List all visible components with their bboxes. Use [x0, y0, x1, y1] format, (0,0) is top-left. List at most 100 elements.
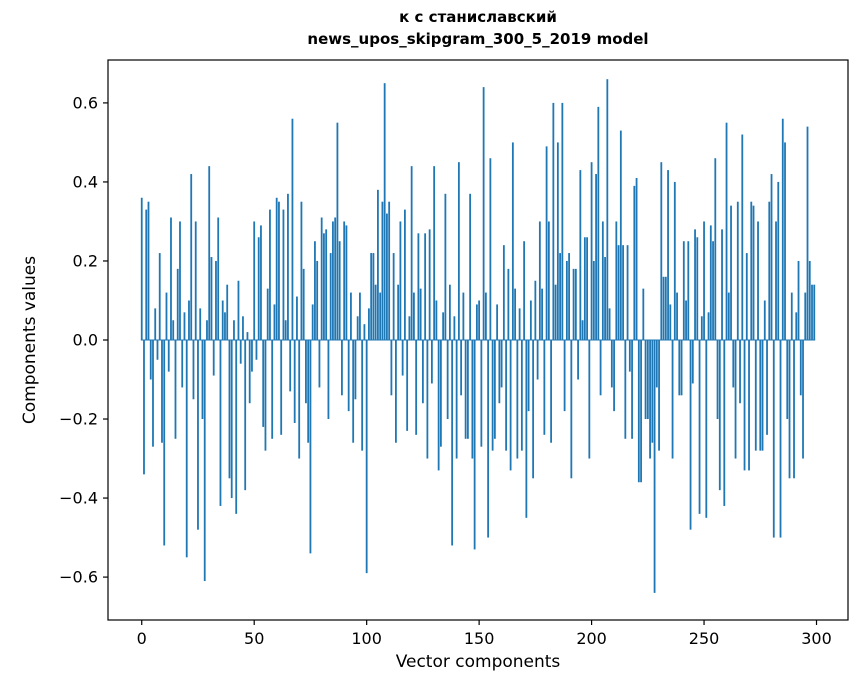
y-tick-label: −0.2 — [59, 410, 98, 429]
bar — [509, 340, 512, 471]
bar — [228, 340, 231, 479]
bar — [727, 292, 730, 340]
bar — [714, 158, 717, 340]
bar — [500, 340, 503, 388]
y-tick-label: 0.0 — [73, 331, 98, 350]
bar — [525, 340, 528, 518]
bar — [354, 340, 357, 400]
bar — [167, 340, 170, 372]
bar — [183, 312, 186, 340]
bar — [505, 340, 508, 451]
bar — [592, 260, 595, 340]
bar — [170, 217, 172, 340]
bar — [543, 340, 546, 435]
bar — [325, 229, 328, 340]
bar — [257, 237, 260, 340]
bar — [374, 284, 377, 340]
bar — [399, 221, 402, 340]
bar — [219, 340, 222, 506]
bar — [790, 292, 793, 340]
bar — [565, 260, 568, 340]
bar — [676, 292, 678, 340]
bar — [350, 292, 352, 340]
bar — [545, 146, 548, 340]
y-tick-label: −0.4 — [59, 489, 98, 508]
bar — [282, 209, 285, 340]
bar — [813, 284, 816, 340]
bar — [799, 340, 802, 396]
bar — [359, 292, 361, 340]
bar — [327, 340, 330, 420]
bar — [775, 221, 777, 340]
bar — [451, 340, 454, 546]
bar — [491, 340, 494, 451]
bar — [430, 340, 433, 384]
bar — [372, 253, 375, 340]
bar — [174, 340, 177, 439]
bar — [215, 260, 217, 340]
bar — [716, 340, 719, 420]
bar — [718, 340, 721, 491]
bar — [556, 142, 559, 340]
bar — [444, 193, 447, 340]
bar — [269, 209, 271, 340]
bar — [300, 201, 303, 340]
bar — [289, 340, 292, 392]
bar — [574, 268, 577, 340]
bar — [439, 340, 442, 447]
bar — [368, 308, 370, 340]
bar — [484, 292, 487, 340]
bar — [161, 340, 163, 443]
bar — [475, 304, 478, 340]
bar — [406, 340, 409, 431]
bar — [421, 340, 424, 404]
bar — [397, 284, 400, 340]
bar — [424, 233, 427, 340]
bar — [671, 340, 674, 459]
bar — [305, 340, 307, 404]
bar — [588, 340, 591, 459]
bar — [689, 340, 692, 530]
bar — [763, 300, 766, 340]
bar — [691, 340, 694, 384]
bar — [597, 106, 600, 340]
bar — [662, 276, 665, 340]
bar — [770, 174, 773, 340]
bar — [154, 308, 157, 340]
bar — [244, 340, 247, 491]
bar — [653, 340, 656, 593]
x-tick-label: 200 — [576, 629, 607, 648]
bar — [428, 229, 431, 340]
bar — [772, 340, 775, 538]
bar — [291, 118, 294, 340]
bar — [664, 276, 667, 340]
bar — [473, 340, 476, 550]
bar — [795, 312, 798, 340]
bar — [217, 217, 220, 340]
bar — [466, 340, 469, 439]
x-tick-label: 100 — [351, 629, 382, 648]
bar — [410, 166, 413, 340]
bar — [516, 340, 519, 459]
bar — [179, 221, 181, 340]
bar — [554, 284, 557, 340]
bar — [761, 340, 764, 451]
bar — [293, 340, 296, 423]
bar — [655, 340, 658, 388]
bar — [388, 201, 391, 340]
bar — [615, 221, 618, 340]
bar — [527, 340, 530, 412]
bar — [147, 201, 150, 340]
bar — [302, 268, 305, 340]
bar — [619, 130, 622, 340]
bar — [176, 268, 179, 340]
bar — [570, 340, 573, 479]
bar — [433, 166, 436, 340]
bar — [260, 225, 262, 340]
bar — [802, 340, 804, 459]
bar — [642, 288, 645, 340]
bar — [631, 340, 633, 439]
bar — [253, 221, 256, 340]
bar — [624, 340, 627, 439]
bar — [280, 340, 283, 435]
